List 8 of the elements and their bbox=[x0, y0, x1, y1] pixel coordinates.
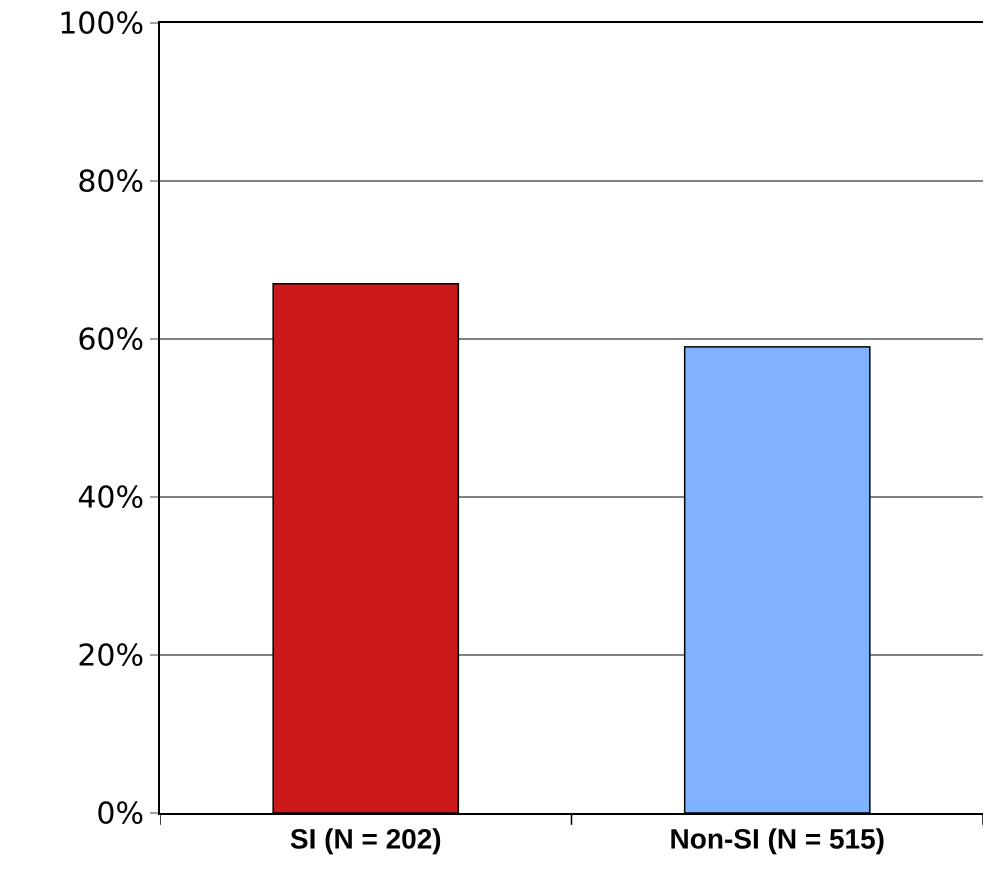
y-tick-label: 100% bbox=[58, 6, 144, 42]
y-tick-label: 80% bbox=[77, 164, 144, 200]
y-tick-label: 0% bbox=[96, 796, 144, 832]
y-tick-label: 40% bbox=[77, 480, 144, 516]
x-tick-label: Non-SI (N = 515) bbox=[670, 824, 885, 855]
x-tick-label: SI (N = 202) bbox=[290, 824, 442, 855]
y-tick-label: 20% bbox=[77, 638, 144, 674]
y-tick-label: 60% bbox=[77, 322, 144, 358]
